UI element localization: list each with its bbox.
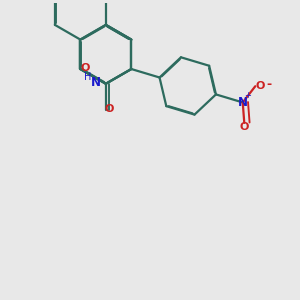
Text: +: + <box>244 92 250 100</box>
Text: N: N <box>91 76 100 89</box>
Text: O: O <box>255 81 264 91</box>
Text: -: - <box>266 78 271 91</box>
Text: H: H <box>85 72 92 82</box>
Text: O: O <box>105 104 114 114</box>
Text: N: N <box>238 96 248 109</box>
Text: O: O <box>240 122 249 132</box>
Text: O: O <box>80 63 89 73</box>
